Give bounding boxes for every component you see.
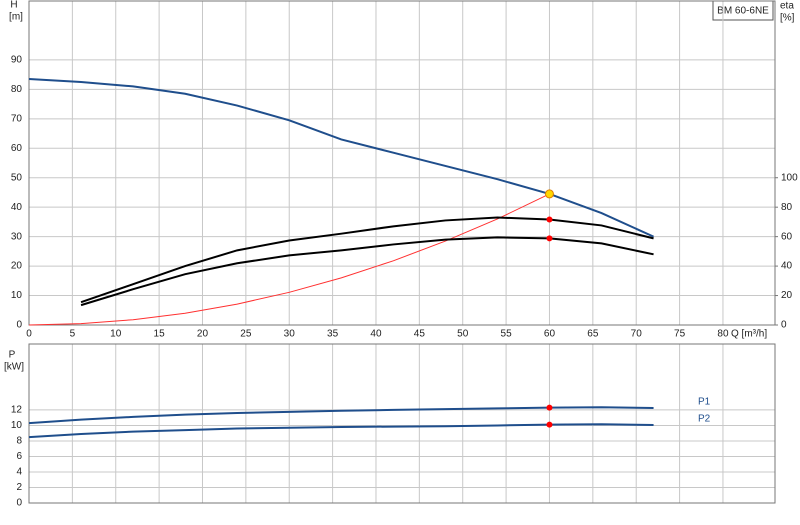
y-tick-label: 70 bbox=[11, 113, 23, 124]
series-line bbox=[80, 236, 654, 307]
y-tick-label: 90 bbox=[11, 55, 23, 66]
y-tick-label: 40 bbox=[11, 202, 23, 213]
duty-point bbox=[546, 235, 553, 242]
y-unit: [kW] bbox=[4, 362, 24, 373]
y-tick-label: 8 bbox=[16, 436, 22, 447]
y-tick-label: 80 bbox=[11, 84, 23, 95]
series-label: P2 bbox=[698, 414, 711, 425]
x-tick-label: 60 bbox=[544, 329, 556, 340]
y-unit: [m] bbox=[9, 12, 23, 23]
duty-point bbox=[546, 421, 553, 428]
x-tick-label: 50 bbox=[457, 329, 469, 340]
x-tick-label: 75 bbox=[674, 329, 686, 340]
x-tick-label: 80 bbox=[717, 329, 729, 340]
plot-frame bbox=[28, 0, 776, 326]
y-label: P bbox=[9, 350, 16, 361]
y-tick-label: 50 bbox=[11, 172, 23, 183]
y2-tick-label: 20 bbox=[781, 290, 793, 301]
x-tick-label: 20 bbox=[197, 329, 209, 340]
x-tick-label: 70 bbox=[631, 329, 643, 340]
x-tick-label: 30 bbox=[284, 329, 296, 340]
x-tick-label: 15 bbox=[154, 329, 166, 340]
duty-point bbox=[544, 189, 554, 199]
x-tick-label: 55 bbox=[501, 329, 513, 340]
y-tick-label: 2 bbox=[16, 482, 22, 493]
series-line bbox=[28, 193, 550, 326]
y-tick-label: 12 bbox=[11, 405, 23, 416]
y-tick-label: 0 bbox=[16, 498, 22, 509]
x-tick-label: 10 bbox=[110, 329, 122, 340]
x-tick-label: 65 bbox=[587, 329, 599, 340]
y2-tick-label: 100 bbox=[781, 172, 798, 183]
y2-tick-label: 60 bbox=[781, 231, 793, 242]
y2-tick-label: 80 bbox=[781, 202, 793, 213]
y-label: H bbox=[10, 0, 17, 11]
series-label: P1 bbox=[698, 397, 711, 408]
y2-label: eta bbox=[780, 1, 794, 12]
y-tick-label: 30 bbox=[11, 231, 23, 242]
x-label: Q [m³/h] bbox=[731, 329, 767, 340]
y-tick-label: 0 bbox=[16, 320, 22, 331]
x-tick-label: 35 bbox=[327, 329, 339, 340]
x-tick-label: 40 bbox=[370, 329, 382, 340]
y2-tick-label: 0 bbox=[781, 320, 787, 331]
duty-point bbox=[546, 404, 553, 411]
duty-point bbox=[546, 216, 553, 223]
y2-unit: [%] bbox=[780, 13, 795, 24]
y2-tick-label: 40 bbox=[781, 261, 793, 272]
x-tick-label: 45 bbox=[414, 329, 426, 340]
plot-frame bbox=[28, 343, 776, 504]
y-tick-label: 20 bbox=[11, 261, 23, 272]
y-tick-label: 6 bbox=[16, 451, 22, 462]
series-line bbox=[80, 216, 654, 304]
y-tick-label: 4 bbox=[16, 467, 22, 478]
annotation: BM 60-6NE bbox=[717, 6, 769, 17]
x-tick-label: 5 bbox=[70, 329, 76, 340]
x-tick-label: 25 bbox=[240, 329, 252, 340]
y-tick-label: 10 bbox=[11, 420, 23, 431]
y-tick-label: 10 bbox=[11, 290, 23, 301]
y-tick-label: 60 bbox=[11, 143, 23, 154]
x-tick-label: 0 bbox=[26, 329, 32, 340]
